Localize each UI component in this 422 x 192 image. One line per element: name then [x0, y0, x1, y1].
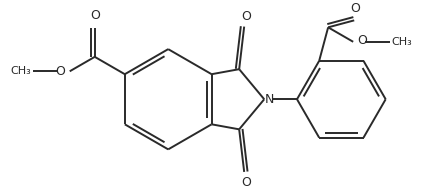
Text: O: O	[90, 9, 100, 22]
Text: O: O	[55, 65, 65, 78]
Text: O: O	[357, 34, 367, 47]
Text: O: O	[350, 2, 360, 15]
Text: O: O	[241, 10, 251, 23]
Text: CH₃: CH₃	[392, 37, 412, 47]
Text: CH₃: CH₃	[11, 66, 31, 76]
Text: O: O	[241, 176, 251, 189]
Text: N: N	[265, 93, 275, 106]
